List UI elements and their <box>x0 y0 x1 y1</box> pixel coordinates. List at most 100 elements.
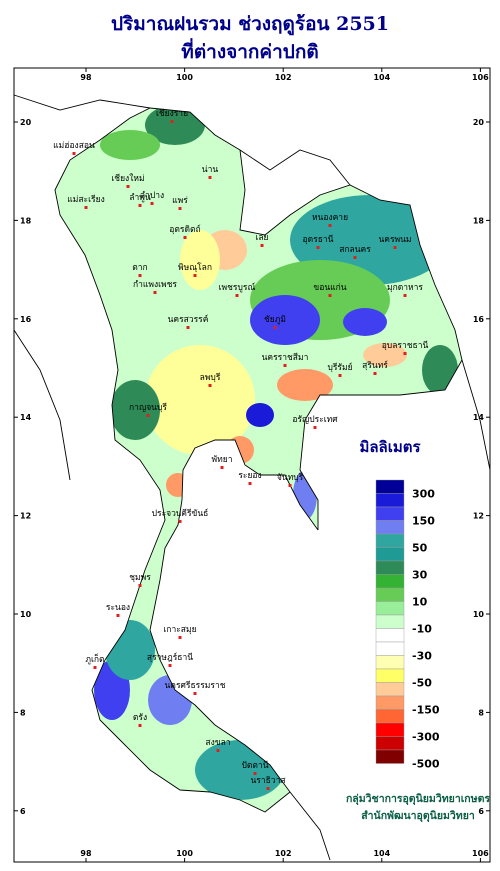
lat-label: 12 <box>20 512 31 521</box>
place-marker <box>208 176 212 179</box>
place-name: ปัตตานี <box>241 760 268 771</box>
lat-label: 12 <box>473 512 484 521</box>
legend-swatch <box>375 668 405 683</box>
place-marker <box>266 787 270 790</box>
legend-swatch <box>375 736 405 751</box>
place-marker <box>138 204 142 207</box>
lat-label: 18 <box>473 216 485 225</box>
place-marker <box>116 614 120 617</box>
legend-label: -500 <box>412 758 440 771</box>
place-marker <box>178 636 182 639</box>
legend-swatch <box>375 560 405 575</box>
border <box>239 149 351 186</box>
place-marker <box>216 749 220 752</box>
legend-label: 50 <box>412 542 428 555</box>
place-marker <box>178 520 182 523</box>
place-marker <box>126 185 130 188</box>
place-name: ชุมพร <box>129 573 151 583</box>
place-marker <box>138 584 142 587</box>
place-name: แม่ฮ่องสอน <box>53 141 95 151</box>
lon-label: 98 <box>80 849 92 858</box>
place-name: หนองคาย <box>312 213 348 223</box>
lat-label: 18 <box>20 216 32 225</box>
place-name: เชียงราย <box>156 108 188 119</box>
lon-label: 98 <box>80 73 92 82</box>
place-marker <box>193 274 197 277</box>
lon-label: 104 <box>373 73 390 82</box>
place-name: อุตรดิตถ์ <box>169 224 200 235</box>
place-marker <box>313 426 317 429</box>
place-name: เลย <box>255 233 268 243</box>
lon-label: 102 <box>275 849 292 858</box>
lat-label: 6 <box>478 807 484 816</box>
credit: สำนักพัฒนาอุตุนิยมวิทยา <box>361 810 475 823</box>
legend-swatch <box>375 641 405 656</box>
place-name: เชียงใหม่ <box>111 173 144 184</box>
place-marker <box>235 294 239 297</box>
place-marker <box>170 120 174 123</box>
place-name: จันทบุรี <box>277 472 304 483</box>
lat-label: 10 <box>473 610 485 619</box>
legend-swatch <box>375 533 405 548</box>
legend-label: -150 <box>412 704 440 717</box>
title-line: ที่ต่างจากค่าปกติ <box>181 38 318 63</box>
legend-swatch <box>375 547 405 562</box>
lat-label: 16 <box>20 315 32 324</box>
place-marker <box>146 414 150 417</box>
place-name: พิษณุโลก <box>178 262 212 273</box>
place-name: ลำพูน <box>129 193 151 203</box>
legend-swatch <box>375 722 405 737</box>
border <box>13 94 151 111</box>
place-marker <box>328 224 332 227</box>
place-marker <box>193 692 197 695</box>
place-name: อุดรธานี <box>303 234 334 245</box>
place-marker <box>403 294 407 297</box>
legend-label: 10 <box>412 596 428 609</box>
legend-swatch <box>375 601 405 616</box>
place-name: ตาก <box>132 263 147 273</box>
place-marker <box>248 482 252 485</box>
place-name: ประจวบคีรีขันธ์ <box>152 508 209 519</box>
place-marker <box>393 246 397 249</box>
place-name: สงขลา <box>205 738 230 748</box>
lon-label: 100 <box>176 849 193 858</box>
place-name: เกาะสมุย <box>163 625 196 635</box>
place-marker <box>186 326 190 329</box>
legend-swatch <box>375 709 405 724</box>
legend-label: -10 <box>412 623 432 636</box>
place-name: สุราษฎร์ธานี <box>147 652 193 663</box>
place-marker <box>283 364 287 367</box>
legend-swatch <box>375 695 405 710</box>
border <box>289 791 331 861</box>
place-marker <box>138 724 142 727</box>
lat-label: 6 <box>20 807 26 816</box>
legend-title: มิลลิเมตร <box>359 438 421 456</box>
place-marker <box>153 291 157 294</box>
place-marker <box>72 152 76 155</box>
lat-label: 14 <box>473 413 485 422</box>
place-marker <box>208 384 212 387</box>
lon-label: 106 <box>472 849 489 858</box>
place-marker <box>288 484 292 487</box>
lat-label: 8 <box>20 708 26 717</box>
place-marker <box>84 206 88 209</box>
place-name: บุรีรัมย์ <box>327 362 352 373</box>
place-marker <box>338 374 342 377</box>
place-name: ตรัง <box>133 713 147 723</box>
border <box>461 359 491 471</box>
place-name: แม่สะเรียง <box>67 194 104 205</box>
legend-swatch <box>375 749 405 764</box>
place-marker <box>403 352 407 355</box>
place-marker <box>93 666 97 669</box>
legend-label: 150 <box>412 515 435 528</box>
place-marker <box>316 246 320 249</box>
place-marker <box>328 294 332 297</box>
lat-label: 20 <box>20 118 32 127</box>
lon-label: 104 <box>373 849 390 858</box>
legend-swatch <box>375 655 405 670</box>
place-marker <box>150 202 154 205</box>
place-name: ลพบุรี <box>200 372 221 383</box>
place-name: นครสวรรค์ <box>168 314 209 325</box>
place-name: มุกดาหาร <box>387 283 423 293</box>
